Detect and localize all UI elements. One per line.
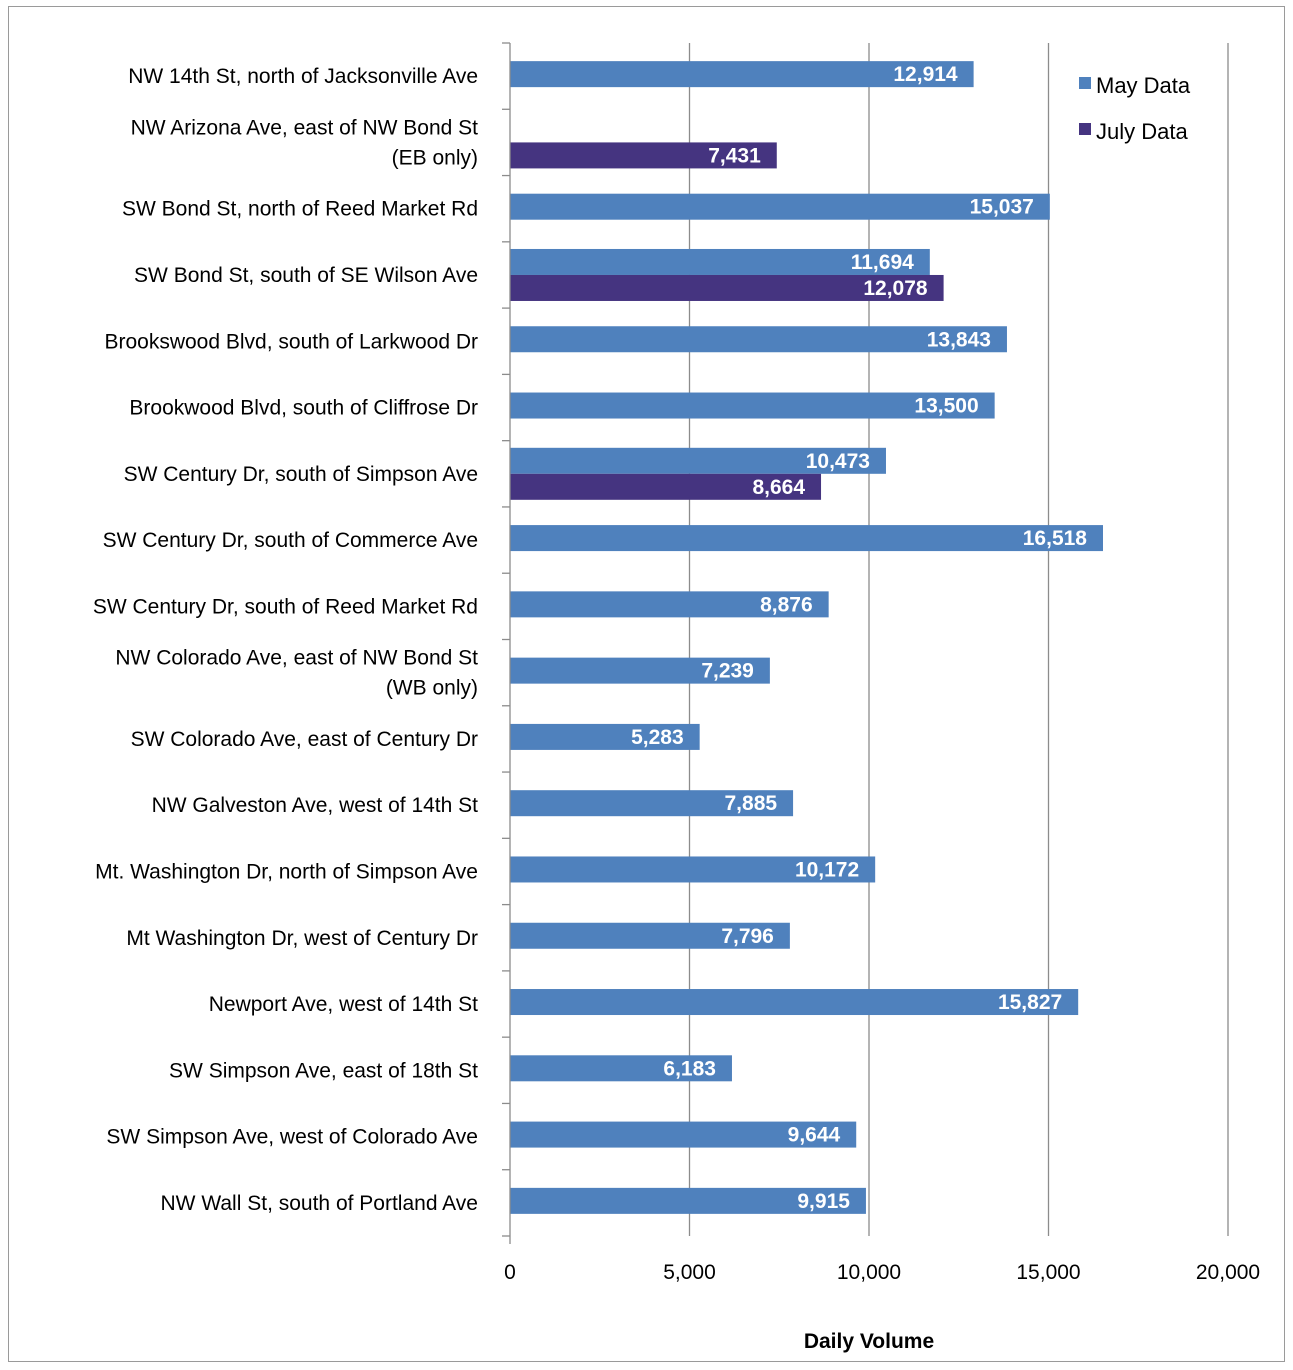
legend: May Data July Data (1079, 73, 1191, 144)
x-axis-title: Daily Volume (804, 1330, 934, 1353)
category-label-line: SW Colorado Ave, east of Century Dr (131, 728, 478, 751)
category-label: SW Simpson Ave, west of Colorado Ave (106, 1126, 478, 1149)
category-label: SW Colorado Ave, east of Century Dr (131, 728, 478, 751)
category-label-line: (EB only) (392, 146, 478, 169)
category-label-line: SW Century Dr, south of Commerce Ave (103, 529, 478, 552)
category-label-line: NW Galveston Ave, west of 14th St (152, 794, 479, 817)
bar-value-label: 10,473 (806, 450, 870, 473)
category-label-line: Mt Washington Dr, west of Century Dr (126, 927, 478, 950)
category-label-line: Newport Ave, west of 14th St (209, 993, 478, 1016)
bar (510, 1121, 857, 1148)
bar (510, 790, 794, 817)
bar (510, 591, 829, 618)
bar (510, 525, 1103, 552)
category-label: Mt. Washington Dr, north of Simpson Ave (95, 860, 478, 883)
bar-value-label: 7,239 (701, 660, 754, 683)
bar (510, 447, 886, 474)
bar (510, 248, 930, 275)
bar-value-label: 15,037 (970, 196, 1034, 219)
bar-value-label: 12,078 (863, 277, 928, 300)
bar-value-label: 9,915 (797, 1190, 850, 1213)
legend-swatch (1079, 123, 1091, 135)
bar-value-label: 13,500 (914, 395, 978, 418)
category-label: SW Century Dr, south of Simpson Ave (124, 463, 478, 486)
bar-value-label: 6,183 (663, 1057, 716, 1080)
bar (510, 193, 1050, 220)
bar (510, 392, 995, 419)
category-label: SW Simpson Ave, east of 18th St (169, 1059, 478, 1082)
bar-value-label: 8,876 (760, 593, 813, 616)
category-label-line: Brookswood Blvd, south of Larkwood Dr (104, 330, 478, 353)
category-label: NW Arizona Ave, east of NW Bond St (EB on… (131, 116, 479, 169)
category-label: Newport Ave, west of 14th St (209, 993, 478, 1016)
category-label-line: NW Colorado Ave, east of NW Bond St (115, 647, 478, 670)
category-label: SW Bond St, south of SE Wilson Ave (134, 264, 478, 287)
legend-label: May Data (1096, 73, 1191, 98)
x-tick-label: 0 (504, 1261, 516, 1284)
bar (510, 473, 822, 500)
bar (510, 922, 790, 949)
category-label: SW Century Dr, south of Commerce Ave (103, 529, 478, 552)
x-tick-label: 10,000 (837, 1261, 901, 1284)
bar (510, 657, 770, 684)
category-label-line: Brookwood Blvd, south of Cliffrose Dr (129, 397, 478, 420)
bar-value-label: 7,885 (725, 792, 778, 815)
bar (510, 274, 944, 301)
bar (510, 61, 974, 88)
legend-label: July Data (1096, 119, 1188, 144)
x-tick-label: 15,000 (1016, 1261, 1080, 1284)
category-label-line: SW Century Dr, south of Simpson Ave (124, 463, 478, 486)
category-label-line: SW Bond St, south of SE Wilson Ave (134, 264, 478, 287)
bar (510, 723, 700, 750)
bar (510, 989, 1079, 1016)
category-label: NW Galveston Ave, west of 14th St (152, 794, 479, 817)
category-label: Brookswood Blvd, south of Larkwood Dr (104, 330, 478, 353)
category-label: Brookwood Blvd, south of Cliffrose Dr (129, 397, 478, 420)
category-label-line: NW Wall St, south of Portland Ave (161, 1192, 478, 1215)
bar (510, 142, 777, 169)
category-label: NW 14th St, north of Jacksonville Ave (128, 65, 478, 88)
category-label-line: SW Bond St, north of Reed Market Rd (122, 198, 478, 221)
category-label-line: SW Simpson Ave, west of Colorado Ave (106, 1126, 478, 1149)
gridlines (688, 43, 1229, 1236)
bar-value-label: 7,796 (721, 925, 774, 948)
category-label-line: NW 14th St, north of Jacksonville Ave (128, 65, 478, 88)
bar-value-label: 10,172 (795, 858, 859, 881)
x-tick-label: 20,000 (1196, 1261, 1260, 1284)
x-tick-label: 5,000 (663, 1261, 716, 1284)
bar-value-label: 9,644 (788, 1124, 841, 1147)
category-label-line: NW Arizona Ave, east of NW Bond St (131, 116, 479, 139)
category-label: Mt Washington Dr, west of Century Dr (126, 927, 478, 950)
axes (502, 42, 511, 1244)
bar (510, 326, 1007, 353)
category-label-line: SW Century Dr, south of Reed Market Rd (93, 595, 478, 618)
bar (510, 1055, 732, 1082)
tick-labels: 0 5,000 10,000 15,000 20,000 (504, 1261, 1260, 1284)
category-label: SW Century Dr, south of Reed Market Rd (93, 595, 478, 618)
category-label: SW Bond St, north of Reed Market Rd (122, 198, 478, 221)
category-label-line: Mt. Washington Dr, north of Simpson Ave (95, 860, 478, 883)
bar-value-label: 15,827 (998, 991, 1062, 1014)
bar (510, 1187, 866, 1214)
category-label-line: SW Simpson Ave, east of 18th St (169, 1059, 478, 1082)
category-label-line: (WB only) (386, 677, 478, 700)
legend-swatch (1079, 77, 1091, 89)
bar-value-label: 5,283 (631, 726, 684, 749)
category-label: NW Wall St, south of Portland Ave (161, 1192, 478, 1215)
bar-value-label: 12,914 (893, 63, 958, 86)
bar-value-label: 8,664 (752, 476, 805, 499)
bar-value-label: 16,518 (1023, 527, 1088, 550)
bars: 12,914 7,431 15,037 11,694 12,078 13,843 13,50… (510, 61, 1103, 1214)
category-label: NW Colorado Ave, east of NW Bond St (WB o… (115, 647, 478, 700)
bar-value-label: 13,843 (927, 328, 991, 351)
bar (510, 856, 876, 883)
bar-value-label: 11,694 (851, 251, 914, 274)
bar-value-label: 7,431 (708, 144, 761, 167)
category-labels: NW 14th St, north of Jacksonville Ave NW … (93, 65, 478, 1215)
